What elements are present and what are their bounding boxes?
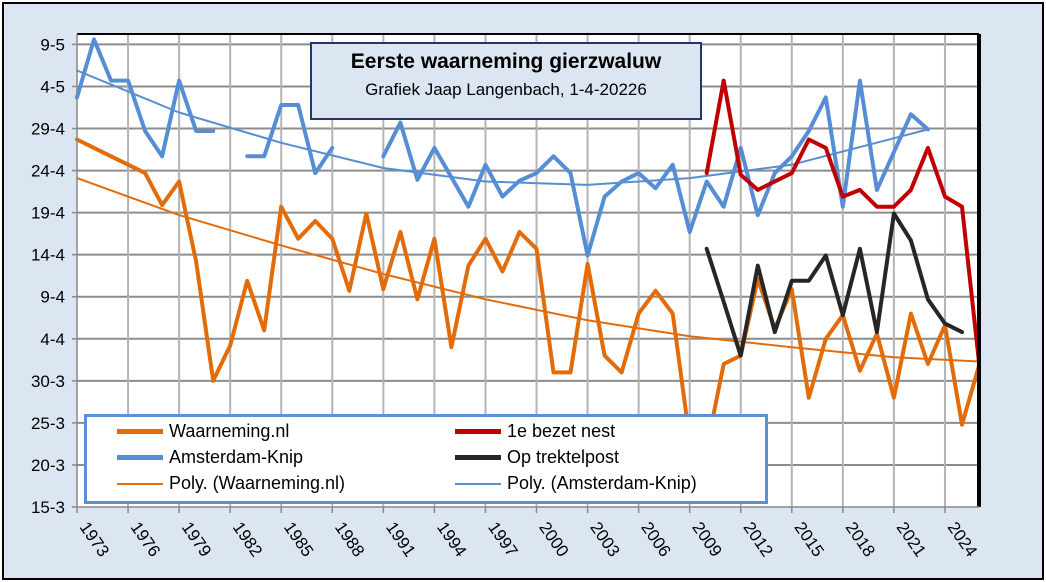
y-tick-labels: 15-3 20-3 25-3 30-3 4-4 9-4 14-4 19-4 24-4 29-4 4-… bbox=[31, 35, 77, 517]
legend-label: 1e bezet nest bbox=[507, 421, 616, 441]
legend-swatch bbox=[455, 455, 501, 460]
series-line-waarneming-nl bbox=[75, 137, 981, 451]
x-tick-label: 2009 bbox=[688, 518, 725, 560]
y-tick-label: 9-4 bbox=[40, 288, 65, 307]
y-tick-label: 19-4 bbox=[31, 204, 65, 223]
series-line-amsterdam-knip bbox=[75, 37, 216, 159]
x-tick-label: 1997 bbox=[484, 518, 521, 560]
series-line-poly-amsterdam-knip bbox=[76, 69, 929, 186]
x-tick-label: 2021 bbox=[893, 518, 930, 560]
x-tick-label: 1994 bbox=[433, 518, 470, 560]
legend-item-amsterdam-knip: Amsterdam-Knip bbox=[117, 447, 303, 468]
x-tick-label: 2000 bbox=[535, 518, 572, 560]
y-tick-label: 14-4 bbox=[31, 246, 65, 265]
x-tick-label: 2015 bbox=[791, 518, 828, 560]
legend-swatch bbox=[117, 455, 163, 460]
y-tick-label: 20-3 bbox=[31, 456, 65, 475]
x-tick-label: 2012 bbox=[739, 518, 776, 560]
y-tick-label: 4-5 bbox=[40, 77, 65, 96]
chart-title-box: Eerste waarneming gierzwaluw Grafiek Jaa… bbox=[310, 42, 702, 120]
chart-subtitle: Grafiek Jaap Langenbach, 1-4-20226 bbox=[365, 80, 647, 99]
x-tick-label: 1973 bbox=[76, 518, 113, 560]
x-tick-label: 1979 bbox=[178, 518, 215, 560]
chart-title: Eerste waarneming gierzwaluw bbox=[350, 50, 662, 73]
x-tick-label: 1976 bbox=[127, 518, 164, 560]
legend-item-bezet-nest: 1e bezet nest bbox=[455, 421, 615, 442]
legend-label: Poly. (Waarneming.nl) bbox=[169, 473, 346, 493]
legend-label: Op trektelpost bbox=[507, 447, 620, 467]
legend-swatch bbox=[117, 482, 163, 485]
legend-item-trektelpost: Op trektelpost bbox=[455, 447, 619, 468]
series-line-amsterdam-knip bbox=[381, 78, 930, 258]
series-line-poly-waarneming-nl bbox=[76, 177, 980, 363]
legend-label: Poly. (Amsterdam-Knip) bbox=[507, 473, 697, 493]
x-tick-label: 1991 bbox=[382, 518, 419, 560]
series-line-1e-bezet-nest bbox=[704, 78, 981, 365]
x-tick-label: 2003 bbox=[586, 518, 623, 560]
x-tick-label: 1988 bbox=[331, 518, 368, 560]
legend-label: Amsterdam-Knip bbox=[169, 447, 304, 467]
series-group bbox=[75, 37, 981, 451]
y-tick-label: 25-3 bbox=[31, 414, 65, 433]
legend: Waarneming.nl 1e bezet nest Amsterdam-Kn… bbox=[84, 414, 768, 504]
x-tick-label: 2018 bbox=[842, 518, 879, 560]
x-tick-label: 2024 bbox=[944, 518, 981, 560]
y-tick-label: 24-4 bbox=[31, 162, 65, 181]
x-tick-labels: 1973 1976 1979 1982 1985 1988 1991 1994 1997 2000… bbox=[76, 507, 981, 560]
x-tick-label: 1982 bbox=[229, 518, 266, 560]
legend-item-poly-waarneming: Poly. (Waarneming.nl) bbox=[117, 473, 345, 494]
y-tick-label: 9-5 bbox=[40, 35, 65, 54]
series-line-op-trektelpost bbox=[704, 211, 964, 358]
series-line-amsterdam-knip bbox=[245, 103, 335, 176]
legend-swatch bbox=[117, 429, 163, 434]
legend-swatch bbox=[455, 429, 501, 434]
legend-item-waarneming: Waarneming.nl bbox=[117, 421, 289, 442]
x-tick-label: 1985 bbox=[280, 518, 317, 560]
y-tick-label: 29-4 bbox=[31, 120, 65, 139]
y-tick-label: 30-3 bbox=[31, 372, 65, 391]
x-tick-label: 2006 bbox=[637, 518, 674, 560]
y-tick-label: 15-3 bbox=[31, 498, 65, 517]
y-tick-label: 4-4 bbox=[40, 330, 65, 349]
legend-item-poly-amsterdam: Poly. (Amsterdam-Knip) bbox=[455, 473, 697, 494]
legend-label: Waarneming.nl bbox=[169, 421, 290, 441]
legend-swatch bbox=[455, 482, 501, 485]
